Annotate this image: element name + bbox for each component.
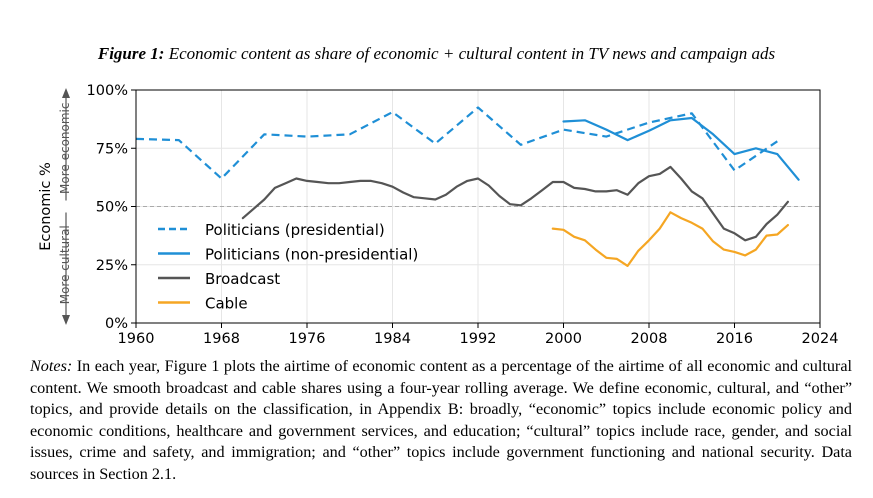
x-tick-label: 2016	[716, 331, 753, 347]
notes-text: In each year, Figure 1 plots the airtime…	[30, 357, 852, 483]
series-line	[551, 211, 789, 267]
axes: 1960 1968 1976 1984 1992 2000 2008 2016 2024 0% 25…	[38, 83, 838, 347]
series-line	[562, 116, 800, 181]
x-tick-label: 1984	[374, 331, 411, 347]
legend-label: Cable	[205, 295, 248, 313]
notes-label: Notes:	[30, 357, 73, 375]
series-line	[135, 106, 778, 180]
y-tick-label: 75%	[96, 141, 128, 157]
series-lines	[135, 106, 800, 267]
y-annotations: More economic More cultural	[58, 88, 72, 325]
x-tick-label: 2024	[802, 331, 839, 347]
figure-notes: Notes: In each year, Figure 1 plots the …	[30, 356, 852, 486]
legend-label: Politicians (presidential)	[205, 221, 385, 239]
more-cultural-label: More cultural	[58, 225, 72, 304]
series-line	[241, 165, 789, 242]
more-economic-label: More economic	[58, 103, 72, 194]
x-tick-label: 1992	[460, 331, 497, 347]
line-chart: 1960 1968 1976 1984 1992 2000 2008 2016 2024 0% 25…	[38, 83, 838, 347]
legend-label: Broadcast	[205, 270, 280, 288]
up-arrow-icon	[62, 88, 70, 98]
x-tick-label: 1968	[203, 331, 240, 347]
x-tick-label: 1976	[289, 331, 326, 347]
y-tick-label: 50%	[96, 200, 128, 216]
x-tick-label: 2000	[545, 331, 582, 347]
x-tick-label: 2008	[631, 331, 668, 347]
figure-label: Figure 1:	[97, 44, 165, 63]
x-tick-label: 1960	[118, 331, 155, 347]
y-tick-label: 0%	[105, 316, 128, 332]
y-tick-label: 25%	[96, 258, 128, 274]
legend-label: Politicians (non-presidential)	[205, 246, 418, 264]
figure-caption: Figure 1: Economic content as share of e…	[0, 44, 873, 64]
figure-title: Economic content as share of economic + …	[168, 44, 776, 63]
y-tick-label: 100%	[87, 83, 128, 99]
y-axis-label: Economic %	[38, 162, 54, 251]
legend: Politicians (presidential) Politicians (n…	[158, 221, 418, 313]
down-arrow-icon	[62, 315, 70, 325]
